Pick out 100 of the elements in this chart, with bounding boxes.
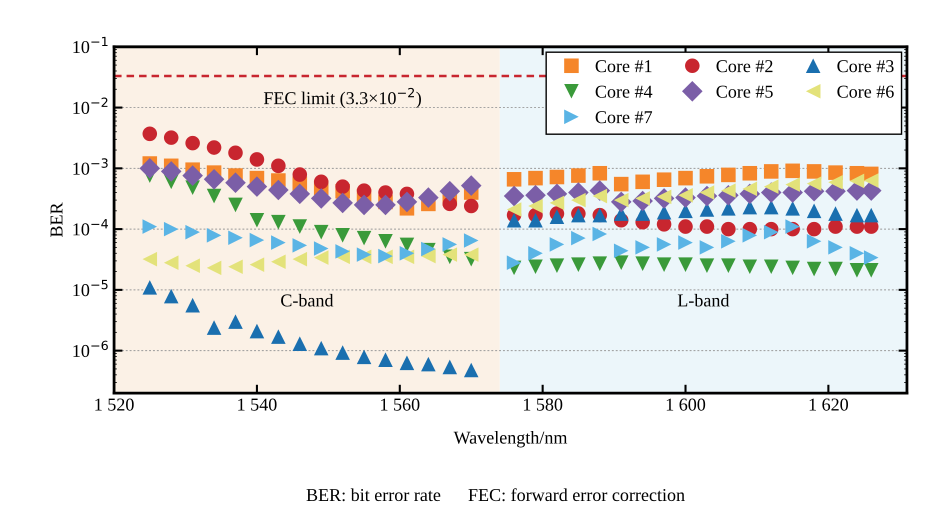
point xyxy=(206,140,222,155)
band-label: C-band xyxy=(281,294,334,307)
point xyxy=(571,230,586,246)
point xyxy=(314,174,329,190)
point xyxy=(400,238,414,252)
point xyxy=(439,180,460,202)
point xyxy=(139,158,160,179)
point xyxy=(378,352,393,367)
point xyxy=(292,252,308,266)
point xyxy=(271,214,286,230)
point xyxy=(700,169,714,184)
point xyxy=(335,228,350,243)
point xyxy=(864,263,879,278)
point xyxy=(164,255,178,270)
point xyxy=(418,187,439,208)
point xyxy=(204,169,224,190)
point xyxy=(764,200,779,214)
point xyxy=(160,161,182,182)
point xyxy=(185,298,200,312)
point xyxy=(421,356,436,372)
point xyxy=(635,240,650,255)
point xyxy=(356,230,372,246)
point xyxy=(528,198,543,214)
legend-label: Core #7 xyxy=(596,111,652,124)
point xyxy=(442,360,458,374)
point xyxy=(785,177,800,192)
point xyxy=(271,254,286,270)
point xyxy=(742,228,758,243)
point xyxy=(592,166,608,181)
point xyxy=(864,208,879,222)
y-tick-label: 10$^{−6}$ xyxy=(73,340,108,358)
point xyxy=(206,260,222,276)
y-tick-label: 10$^{−4}$ xyxy=(73,219,108,236)
point xyxy=(828,262,843,276)
point xyxy=(742,166,758,181)
legend-label: Core #5 xyxy=(716,86,773,98)
point xyxy=(678,219,693,234)
point xyxy=(614,243,629,258)
point xyxy=(206,228,222,243)
point xyxy=(700,240,714,255)
point xyxy=(354,194,374,216)
point xyxy=(421,248,436,264)
point xyxy=(335,345,350,360)
point xyxy=(332,192,353,214)
point xyxy=(742,259,758,274)
legend-label: Core #3 xyxy=(837,60,894,72)
point xyxy=(678,257,693,272)
point xyxy=(571,168,586,183)
legend-label: Core #1 xyxy=(596,60,652,72)
point xyxy=(228,259,243,274)
x-axis-title: Wavelength/nm xyxy=(454,431,568,448)
point xyxy=(506,212,522,228)
point xyxy=(785,164,800,178)
point xyxy=(182,165,203,186)
point xyxy=(550,170,564,184)
legend-label: Core #4 xyxy=(596,86,652,98)
point xyxy=(314,250,329,265)
point xyxy=(228,230,243,246)
point xyxy=(764,164,779,179)
point xyxy=(268,180,289,200)
y-tick-label: 10$^{−5}$ xyxy=(73,280,108,296)
point xyxy=(700,219,714,234)
point xyxy=(378,234,393,249)
point xyxy=(442,237,458,252)
text: BER: bit error rate FEC: forward error correction xyxy=(306,488,685,502)
point xyxy=(506,172,522,187)
point xyxy=(271,329,286,344)
point xyxy=(592,226,608,242)
point xyxy=(528,246,543,261)
x-tick-label: 1 620 xyxy=(810,398,848,411)
point xyxy=(592,256,608,271)
point xyxy=(864,173,879,188)
point xyxy=(250,212,264,228)
point xyxy=(550,209,564,224)
point xyxy=(635,174,650,190)
point xyxy=(464,362,479,378)
point xyxy=(314,224,329,240)
point xyxy=(506,202,522,217)
point xyxy=(142,219,158,234)
point xyxy=(289,184,310,204)
point xyxy=(721,258,736,273)
x-tick-label: 1 540 xyxy=(238,398,277,411)
point xyxy=(656,172,672,187)
point xyxy=(375,194,396,216)
point xyxy=(678,170,693,186)
point xyxy=(185,136,200,150)
point xyxy=(806,222,822,236)
point xyxy=(721,234,736,249)
point xyxy=(785,201,800,216)
point xyxy=(721,222,736,236)
point xyxy=(656,257,672,272)
point xyxy=(614,255,629,270)
point xyxy=(464,247,479,262)
point xyxy=(678,235,693,250)
point xyxy=(164,130,178,145)
point xyxy=(528,212,543,228)
point xyxy=(850,263,864,278)
point xyxy=(400,246,414,261)
point xyxy=(142,280,158,295)
point xyxy=(806,234,822,249)
